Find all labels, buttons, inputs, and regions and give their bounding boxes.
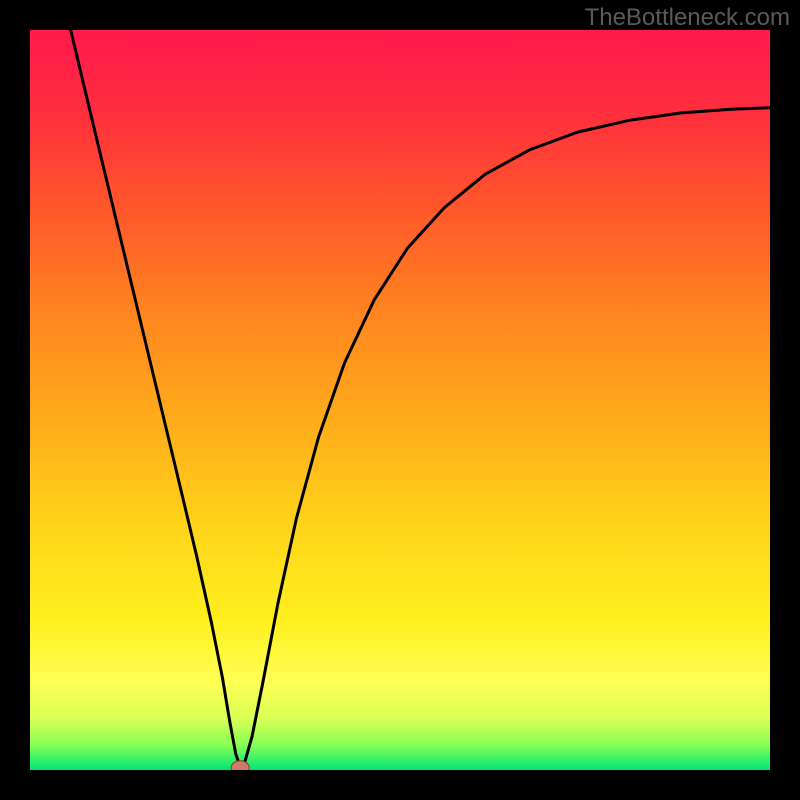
- chart-canvas: TheBottleneck.com: [0, 0, 800, 800]
- minimum-marker: [231, 761, 249, 775]
- curve-layer: [0, 0, 800, 800]
- attribution-text: TheBottleneck.com: [585, 4, 790, 32]
- bottleneck-curve: [71, 30, 770, 767]
